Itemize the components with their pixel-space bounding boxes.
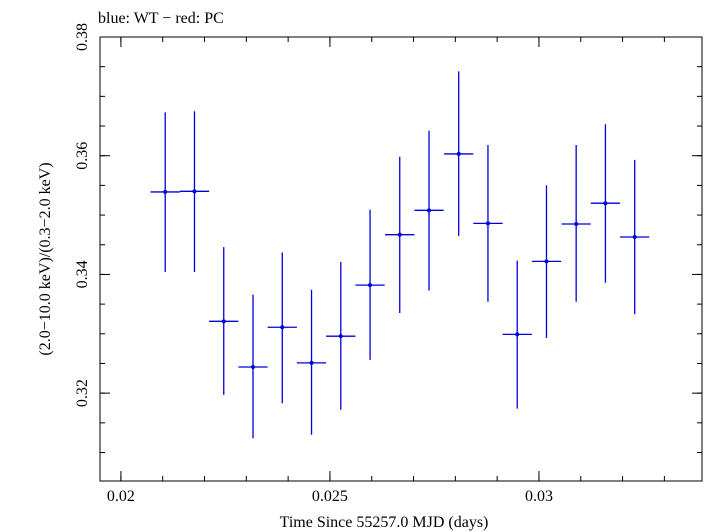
data-marker bbox=[632, 235, 637, 240]
y-tick-label: 0.34 bbox=[74, 260, 91, 288]
data-point bbox=[326, 261, 356, 410]
chart-title: blue: WT − red: PC bbox=[98, 10, 224, 27]
data-point bbox=[267, 252, 297, 404]
minor-ticks bbox=[100, 36, 702, 481]
data-marker bbox=[309, 360, 314, 365]
data-marker bbox=[456, 151, 461, 156]
data-marker bbox=[338, 334, 343, 339]
data-point bbox=[414, 130, 444, 291]
x-tick-label: 0.025 bbox=[312, 488, 348, 505]
x-tick-label: 0.02 bbox=[107, 488, 135, 505]
data-point bbox=[296, 289, 327, 435]
data-marker bbox=[280, 325, 285, 330]
data-marker bbox=[603, 201, 608, 206]
data-point bbox=[473, 145, 503, 302]
data-point bbox=[531, 185, 562, 338]
data-point bbox=[561, 145, 591, 302]
data-point bbox=[150, 112, 180, 273]
data-point bbox=[590, 124, 621, 283]
x-tick-label: 0.03 bbox=[525, 488, 553, 505]
y-tick-labels: 0.32 0.34 0.36 0.38 bbox=[74, 23, 91, 407]
plot-frame bbox=[99, 36, 703, 482]
data-point bbox=[385, 156, 415, 314]
data-marker bbox=[544, 259, 549, 264]
data-point bbox=[209, 247, 239, 395]
data-marker bbox=[574, 221, 579, 226]
y-axis-label: (2.0−10.0 keV)/(0.3−2.0 keV) bbox=[37, 162, 54, 355]
data-marker bbox=[397, 232, 402, 237]
data-marker bbox=[485, 221, 490, 226]
data-point bbox=[502, 260, 532, 409]
data-marker bbox=[515, 332, 520, 337]
x-tick-labels: 0.02 0.025 0.03 bbox=[107, 488, 553, 505]
data-marker bbox=[251, 365, 256, 370]
data-marker bbox=[221, 319, 226, 324]
data-marker bbox=[192, 189, 197, 194]
data-point bbox=[620, 159, 650, 315]
data-marker bbox=[427, 208, 432, 213]
y-tick-label: 0.38 bbox=[74, 23, 91, 51]
x-axis-label: Time Since 55257.0 MJD (days) bbox=[280, 514, 489, 531]
y-tick-label: 0.32 bbox=[74, 379, 91, 407]
y-tick-label: 0.36 bbox=[74, 142, 91, 170]
major-ticks bbox=[100, 36, 702, 481]
data-marker bbox=[163, 189, 168, 194]
data-points bbox=[150, 71, 650, 439]
data-point bbox=[179, 111, 210, 273]
data-marker bbox=[368, 283, 373, 288]
data-point bbox=[444, 71, 474, 236]
data-point bbox=[238, 294, 268, 439]
data-point bbox=[355, 209, 385, 360]
